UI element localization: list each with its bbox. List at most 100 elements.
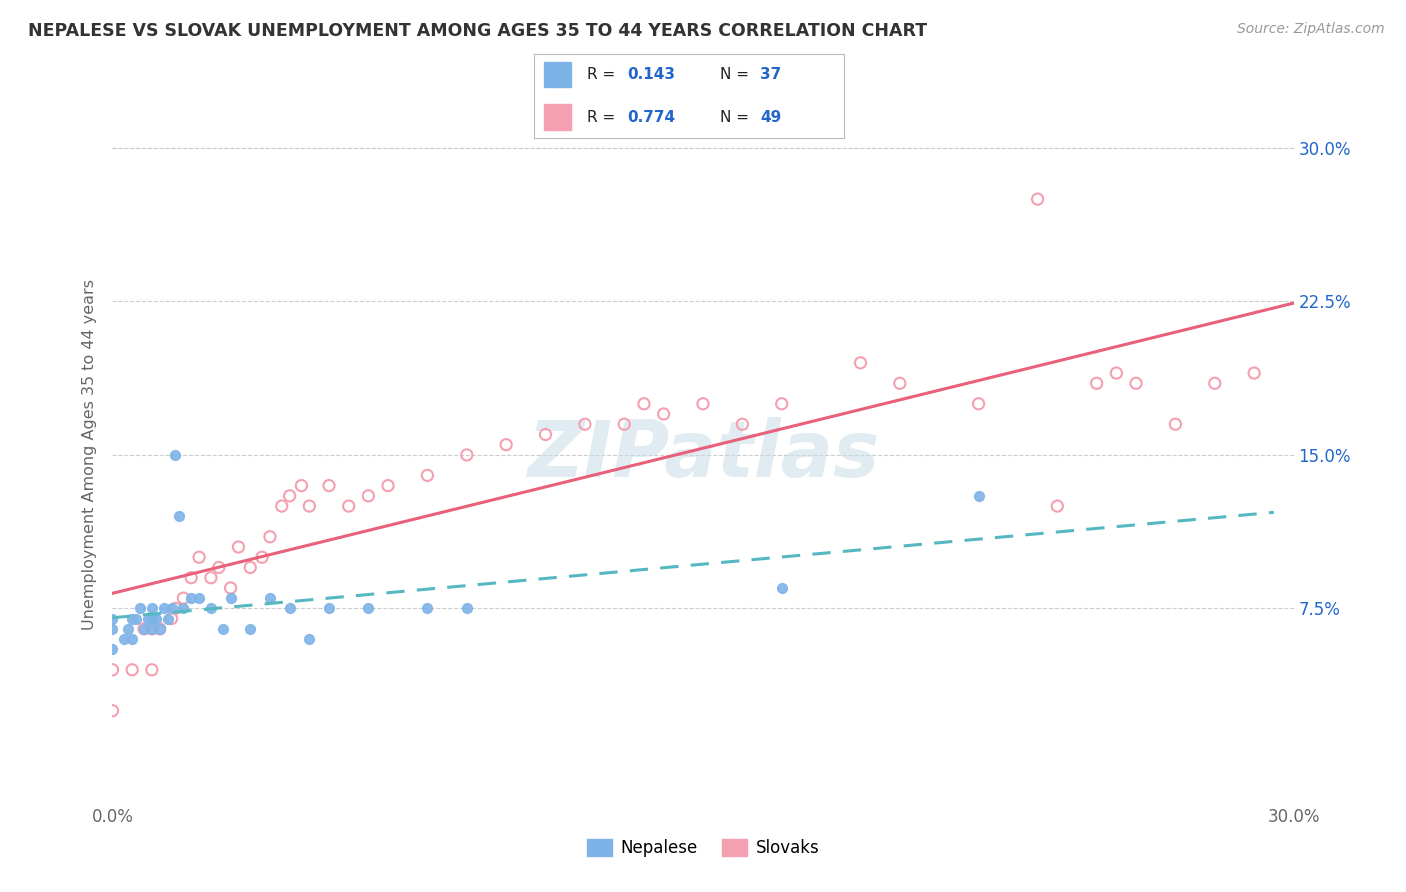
Point — [141, 663, 163, 677]
Point — [1243, 366, 1265, 380]
Legend: Nepalese, Slovaks: Nepalese, Slovaks — [581, 832, 825, 864]
Point — [357, 601, 380, 615]
Point — [141, 622, 163, 636]
Text: NEPALESE VS SLOVAK UNEMPLOYMENT AMONG AGES 35 TO 44 YEARS CORRELATION CHART: NEPALESE VS SLOVAK UNEMPLOYMENT AMONG AG… — [28, 22, 927, 40]
Point — [770, 397, 793, 411]
Point — [121, 612, 143, 626]
Point — [318, 478, 340, 492]
Point — [889, 376, 911, 391]
Point — [1046, 499, 1069, 513]
Point — [200, 571, 222, 585]
Point — [1026, 192, 1049, 206]
Text: 0.143: 0.143 — [627, 67, 675, 82]
Text: R =: R = — [586, 110, 620, 125]
Point — [145, 612, 167, 626]
FancyBboxPatch shape — [544, 62, 571, 87]
Text: Source: ZipAtlas.com: Source: ZipAtlas.com — [1237, 22, 1385, 37]
Point — [160, 601, 183, 615]
Point — [967, 489, 990, 503]
Point — [731, 417, 754, 432]
Point — [208, 560, 231, 574]
Point — [112, 632, 135, 646]
Text: ZIPatlas: ZIPatlas — [527, 417, 879, 493]
Point — [318, 601, 340, 615]
Point — [250, 550, 273, 565]
Point — [239, 560, 262, 574]
Point — [259, 530, 281, 544]
Point — [125, 612, 148, 626]
Point — [337, 499, 360, 513]
Point — [377, 478, 399, 492]
Point — [495, 438, 517, 452]
Point — [1164, 417, 1187, 432]
Point — [967, 397, 990, 411]
Point — [770, 581, 793, 595]
Point — [200, 601, 222, 615]
Point — [129, 601, 152, 615]
Point — [290, 478, 312, 492]
Point — [219, 591, 242, 606]
Point — [416, 601, 439, 615]
Point — [270, 499, 292, 513]
Point — [141, 622, 163, 636]
Text: R =: R = — [586, 67, 620, 82]
Point — [156, 612, 179, 626]
Point — [574, 417, 596, 432]
Point — [180, 591, 202, 606]
Point — [534, 427, 557, 442]
Text: 37: 37 — [761, 67, 782, 82]
Point — [1085, 376, 1108, 391]
Point — [298, 632, 321, 646]
Point — [188, 550, 211, 565]
Point — [298, 499, 321, 513]
Point — [613, 417, 636, 432]
Point — [149, 622, 172, 636]
Text: 0.774: 0.774 — [627, 110, 675, 125]
Point — [259, 591, 281, 606]
Point — [652, 407, 675, 421]
Point — [1204, 376, 1226, 391]
Point — [456, 448, 478, 462]
Y-axis label: Unemployment Among Ages 35 to 44 years: Unemployment Among Ages 35 to 44 years — [82, 279, 97, 631]
Point — [188, 591, 211, 606]
Point — [101, 642, 124, 657]
Point — [849, 356, 872, 370]
Text: N =: N = — [720, 110, 754, 125]
Point — [692, 397, 714, 411]
Point — [141, 601, 163, 615]
Point — [180, 571, 202, 585]
Point — [211, 622, 233, 636]
Text: N =: N = — [720, 67, 754, 82]
Point — [101, 704, 124, 718]
Point — [228, 540, 250, 554]
Point — [121, 663, 143, 677]
Point — [132, 622, 155, 636]
Point — [149, 622, 172, 636]
Point — [160, 612, 183, 626]
FancyBboxPatch shape — [544, 104, 571, 130]
Point — [165, 601, 187, 615]
Point — [132, 622, 155, 636]
Point — [456, 601, 478, 615]
Point — [239, 622, 262, 636]
Point — [141, 612, 163, 626]
Text: 49: 49 — [761, 110, 782, 125]
Point — [278, 489, 301, 503]
Point — [169, 509, 191, 524]
Point — [152, 601, 174, 615]
Point — [136, 612, 159, 626]
Point — [172, 601, 194, 615]
Point — [121, 632, 143, 646]
Point — [416, 468, 439, 483]
Point — [117, 622, 139, 636]
Point — [219, 581, 242, 595]
Point — [172, 591, 194, 606]
Point — [357, 489, 380, 503]
Point — [633, 397, 655, 411]
Point — [101, 663, 124, 677]
Point — [101, 612, 124, 626]
Point — [1125, 376, 1147, 391]
Point — [1105, 366, 1128, 380]
Point — [165, 448, 187, 462]
Point — [278, 601, 301, 615]
